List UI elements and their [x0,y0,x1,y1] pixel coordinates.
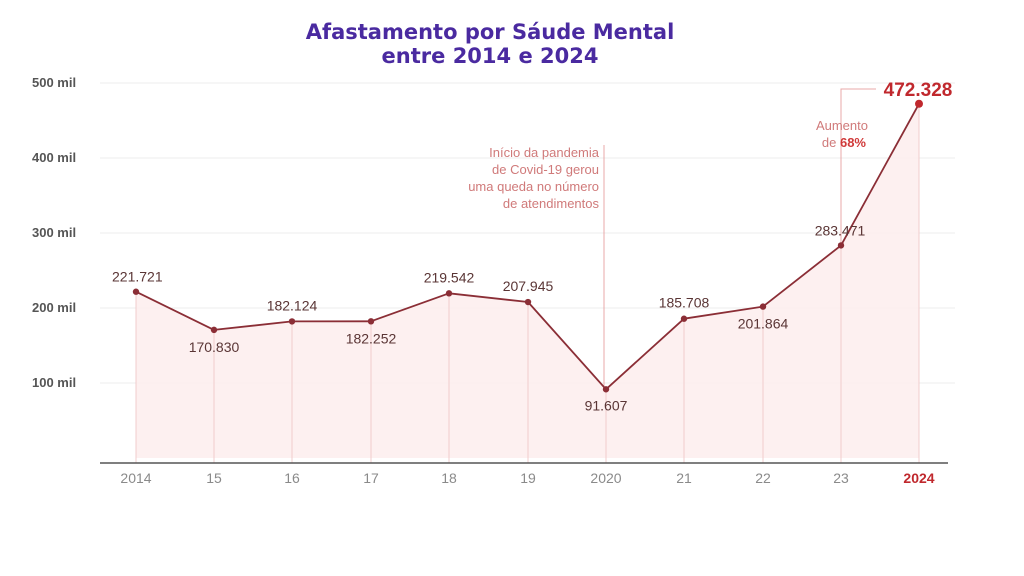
pandemic-note-line: de atendimentos [503,196,600,211]
increase-bracket-line [840,88,876,246]
data-label: 170.830 [189,339,240,355]
data-point [210,326,218,334]
y-tick-label: 200 mil [32,300,76,315]
pandemic-note-line: uma queda no número [468,179,599,194]
x-tick-label: 2024 [903,470,934,486]
x-tick-label: 22 [755,470,771,486]
increase-percent: 68% [840,135,866,150]
increase-note-line: Aumento [816,118,868,133]
data-point [367,318,375,325]
data-label: 221.721 [112,269,163,285]
y-tick-label: 400 mil [32,150,76,165]
pandemic-note-line: Início da pandemia [489,145,600,160]
data-point [680,315,688,322]
chart-title-line-2: entre 2014 e 2024 [381,44,599,68]
data-point [759,303,767,310]
x-tick-label: 2014 [120,470,151,486]
data-label: 185.708 [659,295,710,311]
data-point [837,242,845,249]
data-point [445,290,453,297]
x-tick-label: 21 [676,470,692,486]
chart-title-line-1: Afastamento por Sáude Mental [305,20,675,44]
pandemic-note-line: de Covid-19 gerou [492,162,599,177]
data-point [602,386,610,393]
data-label: 182.124 [267,297,318,313]
data-label: 472.328 [884,80,953,101]
data-label: 219.542 [424,269,475,285]
data-point [524,298,532,306]
x-tick-label: 2020 [590,470,621,486]
data-label: 182.252 [346,330,397,346]
data-point [915,99,923,108]
x-tick-label: 17 [363,470,379,486]
y-tick-label: 300 mil [32,225,76,240]
area-fill [136,103,919,459]
increase-note-text: de [822,135,840,150]
x-tick-label: 23 [833,470,849,486]
y-tick-label: 100 mil [32,375,76,390]
data-label: 207.945 [503,278,554,294]
data-point [132,288,140,295]
chart-title: Afastamento por Sáude Mental entre 2014 … [0,20,980,68]
data-label: 201.864 [738,316,789,332]
data-label: 283.471 [815,222,866,238]
data-label: 91.607 [585,397,628,413]
x-tick-label: 18 [441,470,457,486]
x-tick-label: 15 [206,470,222,486]
increase-note-line: de 68% [822,135,867,150]
y-tick-label: 500 mil [32,75,76,90]
data-point [288,318,296,325]
x-tick-label: 16 [284,470,300,486]
x-tick-label: 19 [520,470,536,486]
